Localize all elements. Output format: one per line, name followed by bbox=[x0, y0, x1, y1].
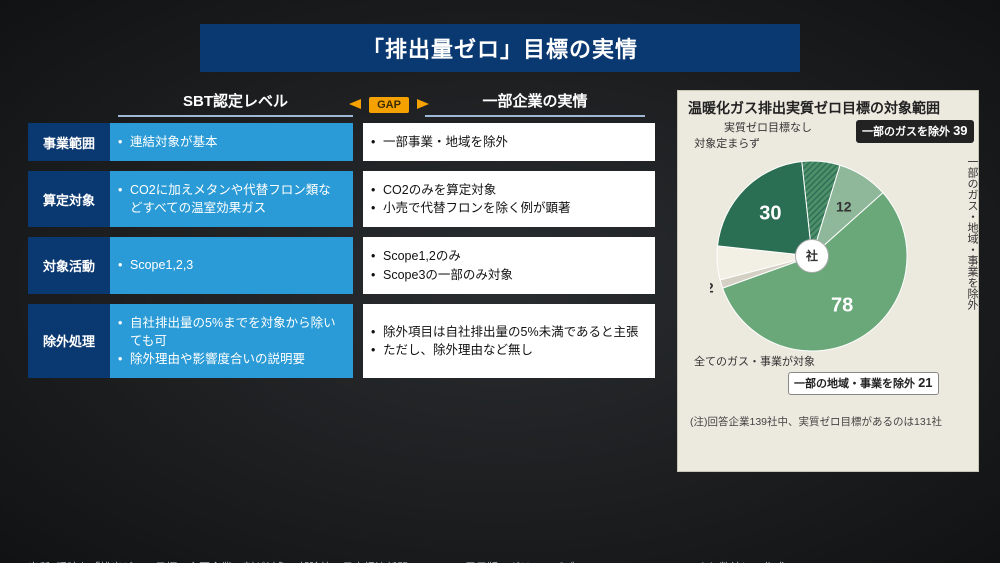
arrow-left-icon bbox=[347, 97, 361, 111]
row-sbt-cell: 連結対象が基本 bbox=[110, 123, 353, 161]
table-row: 算定対象CO2に加えメタンや代替フロン類などすべての温室効果ガス CO2のみを算定… bbox=[28, 171, 655, 227]
list-item: Scope3の一部のみ対象 bbox=[369, 266, 513, 284]
row-label: 除外処理 bbox=[28, 304, 110, 378]
row-label: 対象活動 bbox=[28, 237, 110, 293]
content-area: SBT認定レベル GAP 一部企業の実情 事業範囲連結対象が基本 一部事業・地域を… bbox=[0, 90, 1000, 472]
list-item: 除外理由や影響度合いの説明要 bbox=[116, 350, 343, 368]
slice-value: 78 bbox=[831, 295, 853, 317]
row-sbt-cell: 自社排出量の5%までを対象から除いても可除外理由や影響度合いの説明要 bbox=[110, 304, 353, 378]
label-nonetzero: 実質ゼロ目標なし bbox=[724, 122, 824, 135]
row-sbt-cell: Scope1,2,3 bbox=[110, 237, 353, 293]
row-real-cell: 除外項目は自社排出量の5%未満であると主張ただし、除外理由など無し bbox=[363, 304, 655, 378]
row-real-cell: CO2のみを算定対象小売で代替フロンを除く例が顕著 bbox=[363, 171, 655, 227]
label-notarget: 対象定まらず bbox=[684, 138, 760, 151]
pie-center-label: 社 bbox=[795, 239, 829, 273]
list-item: Scope1,2のみ bbox=[369, 247, 513, 265]
chart-note: (注)回答企業139社中、実質ゼロ目標があるのは131社 bbox=[688, 416, 968, 430]
header-reality: 一部企業の実情 bbox=[425, 90, 645, 117]
table-headers: SBT認定レベル GAP 一部企業の実情 bbox=[28, 90, 655, 117]
gap-badge-label: GAP bbox=[369, 97, 409, 113]
slice-value: 12 bbox=[836, 198, 852, 214]
footer-source: 出所: 曖昧な「排出ゼロ」目標 主要企業４割が対象一部除外 日本経済新聞 202… bbox=[28, 559, 972, 563]
slice-value: 2 bbox=[710, 279, 714, 295]
list-item: 連結対象が基本 bbox=[116, 133, 218, 151]
pie-chart: 782830912 社 対象定まらず 実質ゼロ目標なし 一部のガスを除外 39 … bbox=[688, 122, 968, 412]
arrow-right-icon bbox=[417, 97, 431, 111]
page-title-band: 「排出量ゼロ」目標の実情 bbox=[200, 24, 800, 72]
row-real-cell: 一部事業・地域を除外 bbox=[363, 123, 655, 161]
list-item: 自社排出量の5%までを対象から除いても可 bbox=[116, 314, 343, 350]
slice-value: 30 bbox=[759, 202, 781, 224]
row-label: 算定対象 bbox=[28, 171, 110, 227]
slice-value: 9 bbox=[819, 154, 827, 156]
callout-excl-gas: 一部のガスを除外 39 bbox=[856, 120, 974, 143]
pie-chart-panel: 温暖化ガス排出実質ゼロ目標の対象範囲 782830912 社 対象定まらず 実質… bbox=[677, 90, 979, 472]
list-item: 一部事業・地域を除外 bbox=[369, 133, 508, 151]
list-item: Scope1,2,3 bbox=[116, 256, 193, 274]
table-row: 除外処理自社排出量の5%までを対象から除いても可除外理由や影響度合いの説明要除外… bbox=[28, 304, 655, 378]
header-sbt: SBT認定レベル bbox=[118, 90, 353, 117]
list-item: CO2に加えメタンや代替フロン類などすべての温室効果ガス bbox=[116, 181, 343, 217]
row-sbt-cell: CO2に加えメタンや代替フロン類などすべての温室効果ガス bbox=[110, 171, 353, 227]
list-item: 小売で代替フロンを除く例が顕著 bbox=[369, 199, 571, 217]
list-item: CO2のみを算定対象 bbox=[369, 181, 571, 199]
row-label: 事業範囲 bbox=[28, 123, 110, 161]
callout-excl-region: 一部の地域・事業を除外 21 bbox=[788, 372, 939, 395]
page-title: 「排出量ゼロ」目標の実情 bbox=[362, 37, 638, 62]
list-item: 除外項目は自社排出量の5%未満であると主張 bbox=[369, 323, 638, 341]
label-all-covered: 全てのガス・事業が対象 bbox=[694, 356, 815, 369]
list-item: ただし、除外理由など無し bbox=[369, 341, 638, 359]
label-vertical-excl-all: 一部のガス・地域・事業を除外 bbox=[964, 156, 980, 310]
comparison-table: SBT認定レベル GAP 一部企業の実情 事業範囲連結対象が基本 一部事業・地域を… bbox=[28, 90, 655, 472]
table-row: 対象活動 Scope1,2,3 Scope1,2のみScope3の一部のみ対象 bbox=[28, 237, 655, 293]
gap-badge: GAP bbox=[353, 95, 425, 113]
chart-title: 温暖化ガス排出実質ゼロ目標の対象範囲 bbox=[688, 99, 968, 118]
table-row: 事業範囲連結対象が基本 一部事業・地域を除外 bbox=[28, 123, 655, 161]
row-real-cell: Scope1,2のみScope3の一部のみ対象 bbox=[363, 237, 655, 293]
